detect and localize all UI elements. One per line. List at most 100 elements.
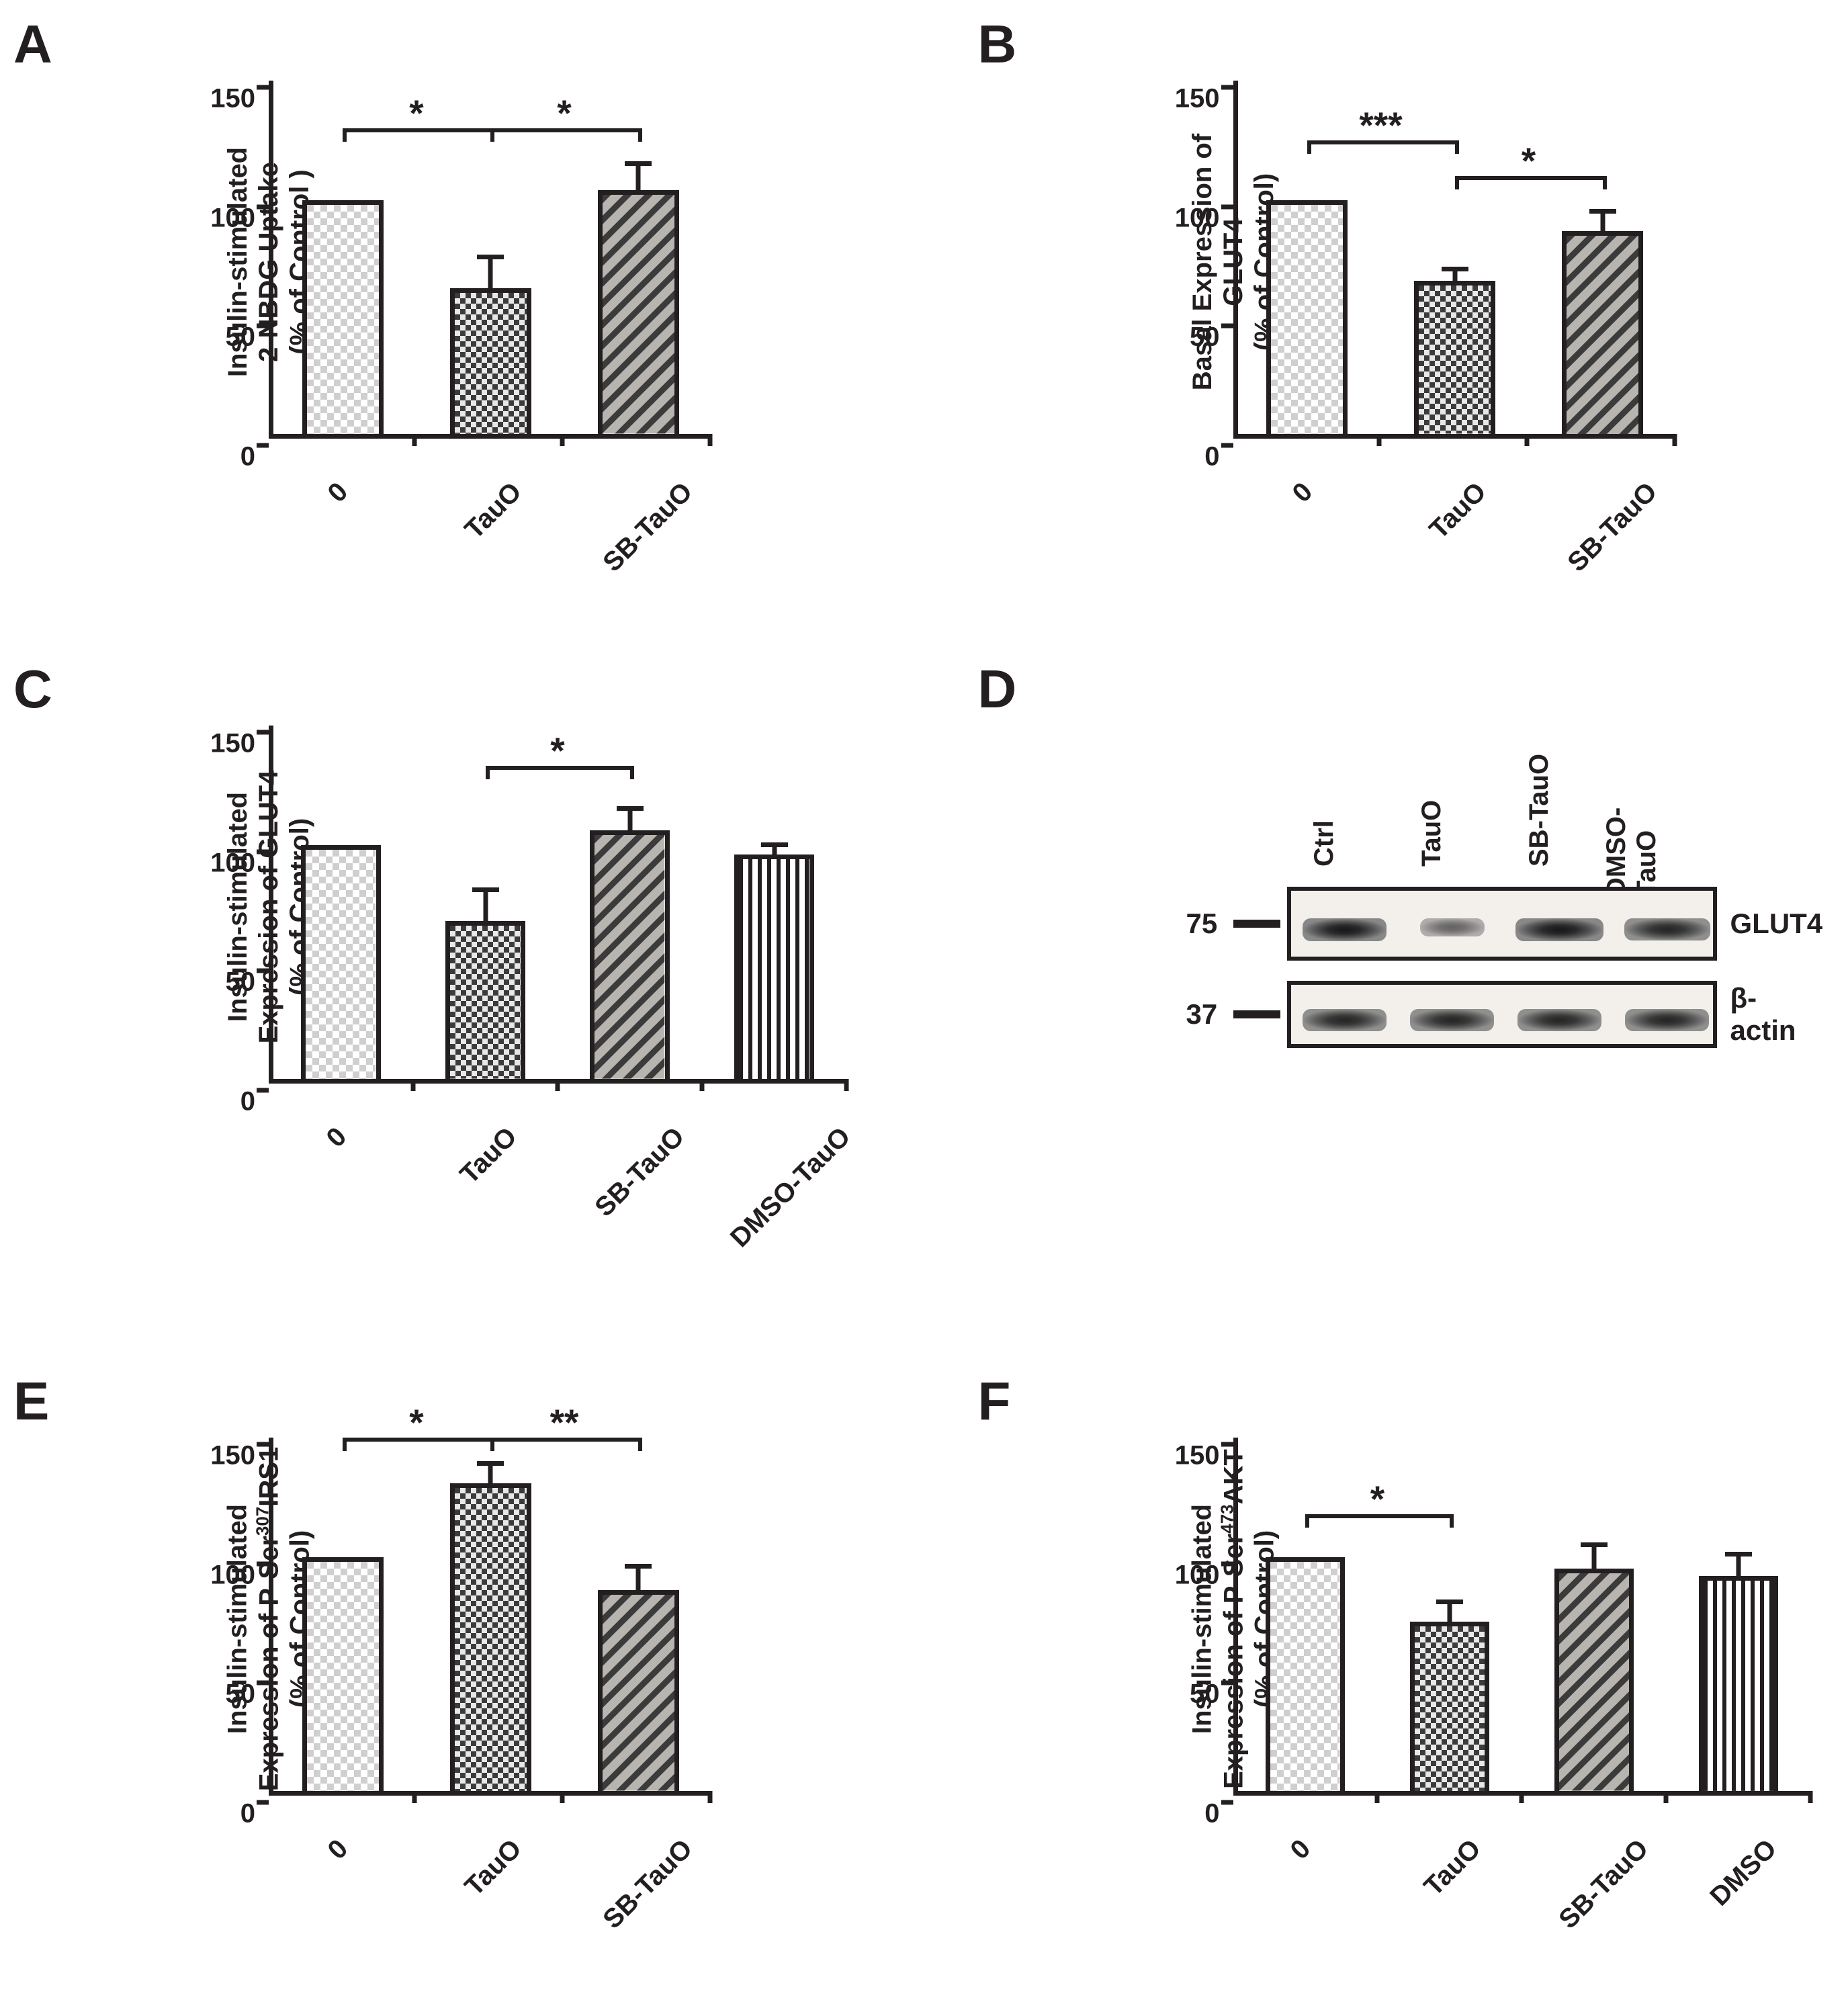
y-tick [1221, 1561, 1233, 1566]
y-tick [1221, 443, 1233, 448]
sig-label: * [1370, 1477, 1384, 1520]
bar [734, 854, 813, 1084]
bar-fill [1419, 286, 1491, 434]
y-tick-label: 50 [202, 1679, 255, 1710]
error-bar [636, 164, 641, 190]
mw-marker [1233, 1010, 1280, 1018]
chart: Insulin-stimulatedExpression of P-Ser307… [202, 1438, 712, 1800]
error-cap [625, 161, 652, 166]
mw-label: 37 [1186, 998, 1218, 1031]
y-tick-label: 0 [1166, 1799, 1220, 1829]
sig-label: * [1522, 139, 1536, 182]
error-cap [1581, 1542, 1608, 1547]
bar-fill [455, 293, 527, 434]
blot-band [1303, 1009, 1387, 1031]
x-tick [844, 1079, 848, 1091]
x-tick [555, 1079, 560, 1091]
y-tick-label: 50 [202, 967, 255, 998]
x-tick-label: 0 [1284, 1834, 1317, 1866]
x-tick-label: TauO [454, 1122, 523, 1190]
x-tick [708, 434, 713, 446]
error-bar [483, 890, 488, 921]
y-tick [257, 85, 269, 90]
x-tick [1672, 434, 1677, 446]
x-tick [1664, 1791, 1669, 1803]
sig-bracket-drop [1455, 176, 1459, 189]
panel-c: CInsulin-stimulated Expression of GLUT4 … [27, 672, 857, 1276]
y-tick [257, 1442, 269, 1447]
blot-band [1625, 1009, 1709, 1031]
x-tick [560, 1791, 565, 1803]
bar [590, 830, 669, 1084]
x-tick-label: SB-TauO [597, 477, 699, 578]
y-tick-label: 0 [202, 442, 255, 472]
x-tick-label: 0 [322, 1834, 354, 1866]
y-tick [1221, 1681, 1233, 1685]
y-tick-label: 50 [1166, 322, 1220, 353]
x-tick-label: 0 [1286, 477, 1319, 509]
y-tick-label: 150 [202, 1441, 255, 1471]
error-cap [625, 1564, 652, 1569]
blot-band [1410, 1009, 1494, 1031]
lane-label: TauO [1417, 800, 1447, 867]
bar-fill [595, 835, 664, 1079]
y-tick [257, 324, 269, 328]
error-cap [477, 255, 504, 259]
y-tick-label: 150 [202, 729, 255, 759]
blot-band [1420, 918, 1485, 936]
bar-fill [307, 205, 379, 434]
bar [1414, 281, 1495, 439]
x-tick-label: SB-TauO [589, 1122, 691, 1223]
blot-band [1515, 918, 1603, 941]
error-cap [1436, 1599, 1463, 1604]
y-tick-label: 150 [1166, 1441, 1220, 1471]
y-tick [257, 849, 269, 854]
bar-fill [1704, 1581, 1773, 1791]
bar [1266, 200, 1348, 439]
y-tick-label: 100 [1166, 203, 1220, 233]
x-tick-label: DMSO-TauO [724, 1122, 856, 1254]
x-tick [1520, 1791, 1524, 1803]
blot-target-label: β-actin [1730, 982, 1796, 1047]
y-tick [1221, 1800, 1233, 1805]
x-tick [1376, 434, 1381, 446]
bar-fill [306, 850, 376, 1079]
chart: Basal Expression of GLUT4 (% of Control)… [1166, 81, 1677, 443]
y-tick [1221, 204, 1233, 209]
panel-f: FInsulin-stimulatedExpression of P-Ser47… [992, 1384, 1822, 1988]
blot-band [1517, 1009, 1601, 1031]
error-cap [761, 842, 788, 847]
x-tick-label: TauO [1423, 477, 1492, 545]
y-tick [257, 730, 269, 735]
panel-letter: D [978, 658, 1017, 720]
sig-label: ** [550, 1401, 579, 1444]
y-tick [1221, 324, 1233, 328]
bar-fill [1271, 205, 1343, 434]
error-bar [1736, 1554, 1741, 1576]
bar [302, 200, 384, 439]
x-tick-label: TauO [459, 477, 528, 545]
error-bar [1448, 1602, 1452, 1621]
y-tick-label: 0 [1166, 442, 1220, 472]
x-tick [1808, 1791, 1813, 1803]
x-tick-label: SB-TauO [597, 1834, 699, 1935]
sig-label: * [409, 91, 423, 134]
y-tick [257, 1561, 269, 1566]
y-tick [1221, 1442, 1233, 1447]
sig-bracket-drop [1305, 1514, 1309, 1528]
y-tick-label: 50 [1166, 1679, 1220, 1710]
error-cap [1589, 209, 1616, 214]
sig-bracket-drop [1307, 140, 1311, 154]
y-tick-label: 100 [202, 848, 255, 878]
bar [598, 190, 679, 439]
bar-fill [1559, 1573, 1629, 1791]
bar-fill [1567, 236, 1638, 434]
chart: Insulin-stimulated 2-NBDG Uptake (% of C… [202, 81, 712, 443]
panel-a: AInsulin-stimulated 2-NBDG Uptake (% of … [27, 27, 857, 564]
error-cap [477, 1461, 504, 1466]
bar-fill [603, 1595, 674, 1791]
bar [1554, 1569, 1634, 1796]
bar [450, 1483, 531, 1796]
panel-letter: B [978, 13, 1017, 75]
error-bar [488, 1464, 493, 1483]
